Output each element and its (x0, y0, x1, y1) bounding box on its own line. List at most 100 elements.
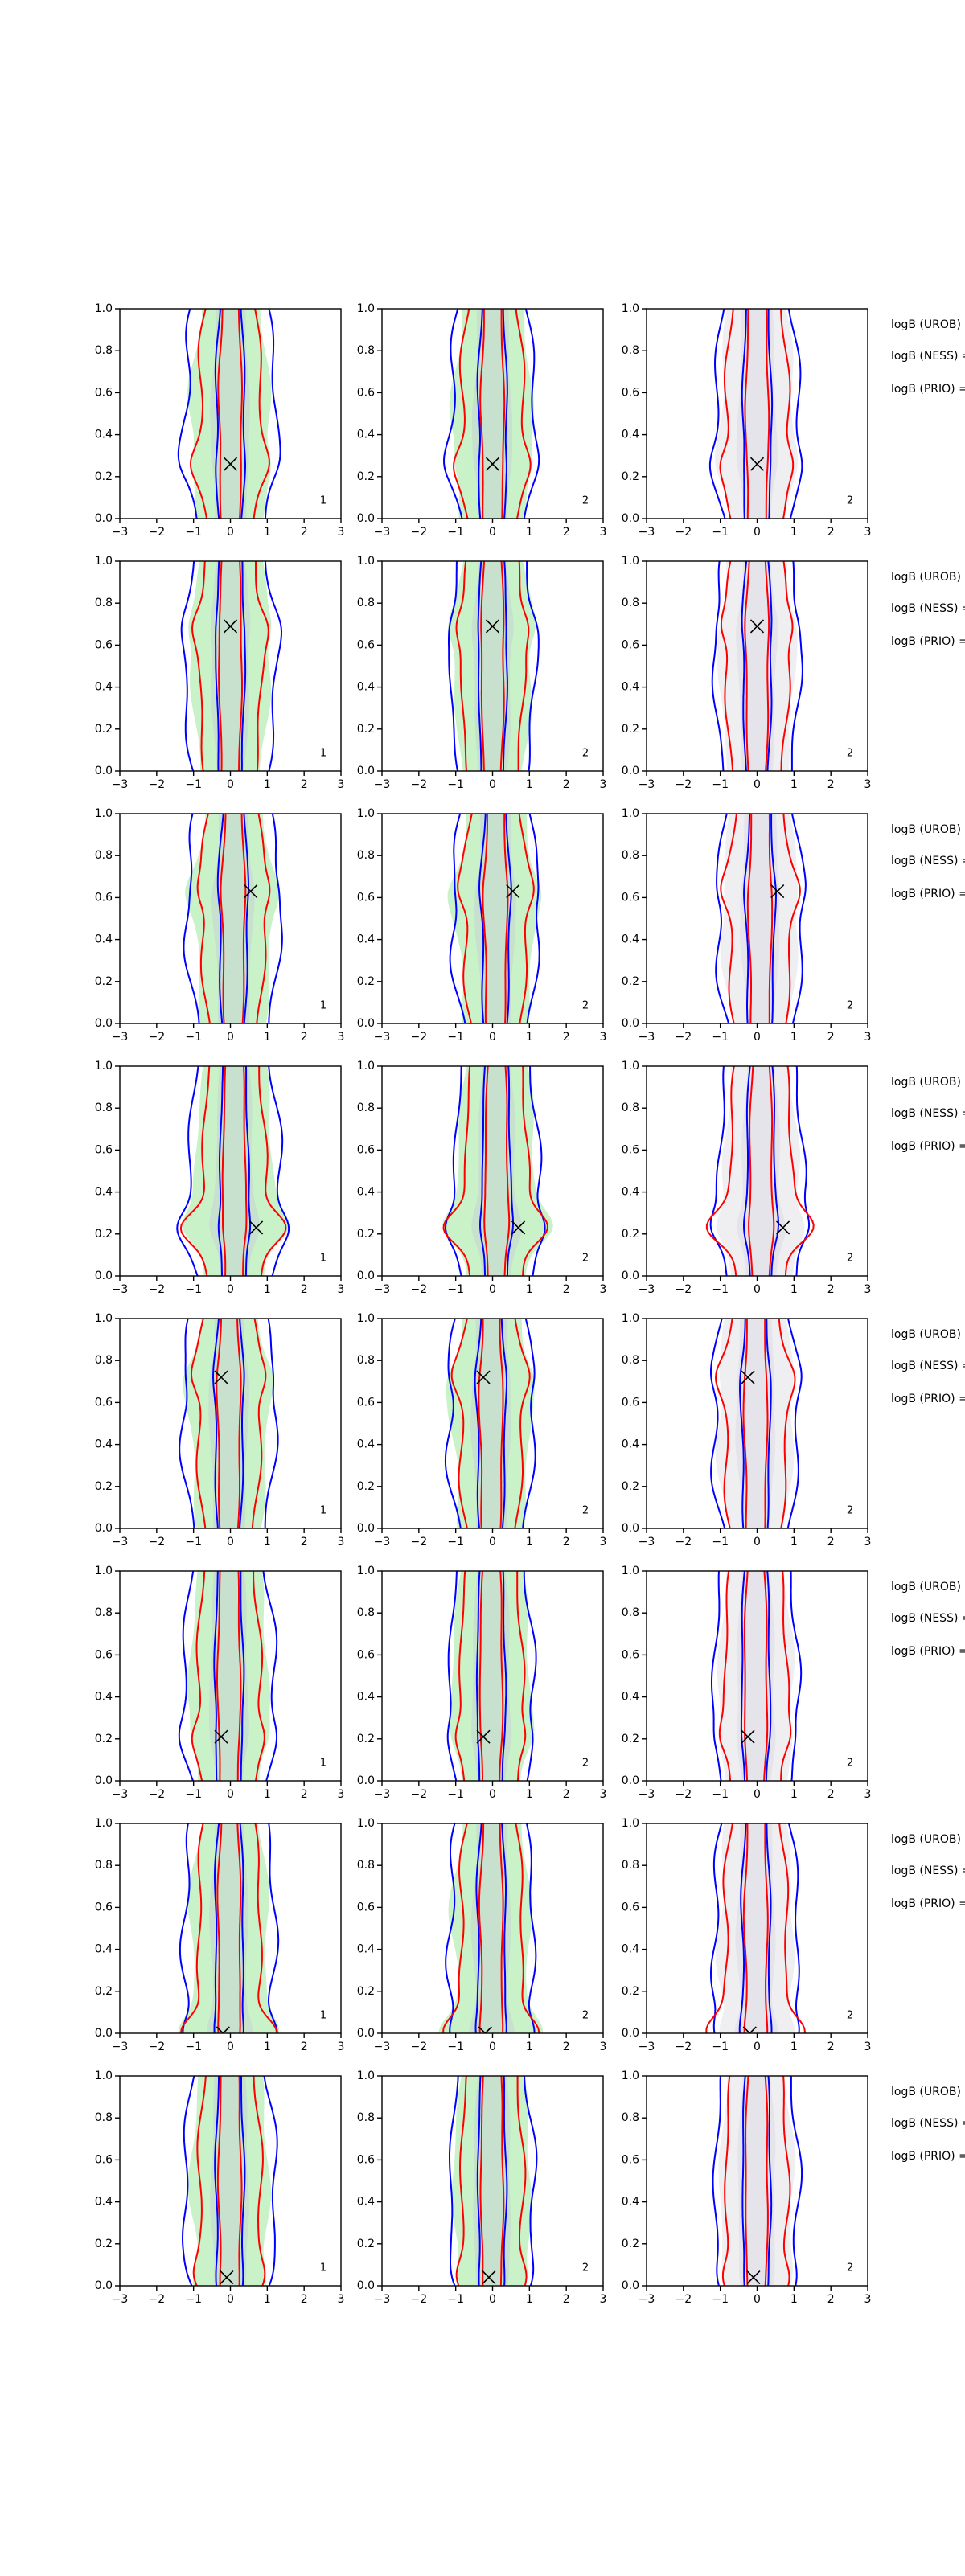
plot-area (442, 309, 540, 519)
y-tick-label: 0.6 (95, 1143, 113, 1156)
x-tick-label: 1 (526, 526, 533, 539)
side-label: logB (PRIO) = (891, 635, 965, 648)
x-tick-label: −2 (676, 1788, 692, 1801)
y-tick-label: 0.6 (622, 891, 639, 904)
y-tick-label: 0.8 (95, 1859, 113, 1872)
contour-red-inner (216, 1823, 242, 2033)
contour-blue-outer (449, 2076, 538, 2286)
x-tick-label: −3 (374, 1788, 391, 1801)
y-tick-label: 0.6 (357, 1396, 375, 1409)
marker (220, 2270, 234, 2285)
x-tick-label: 1 (790, 526, 798, 539)
side-label: logB (NESS) = (891, 1360, 965, 1372)
x-tick-label: −1 (447, 1536, 464, 1548)
side-label: logB (PRIO) = (891, 1393, 965, 1405)
x-tick-label: 0 (754, 1283, 761, 1296)
plot-area (183, 814, 283, 1023)
y-tick-label: 0.0 (357, 2027, 375, 2040)
y-tick-label: 0.4 (357, 1691, 375, 1704)
y-tick-label: 0.2 (357, 1480, 375, 1493)
marker (249, 1220, 264, 1235)
x-tick-label: 0 (227, 778, 234, 791)
panel-annotation: 2 (582, 2262, 589, 2275)
marker (749, 619, 765, 634)
y-tick-label: 0.4 (95, 429, 113, 441)
contour-blue-outer (183, 814, 283, 1023)
side-label: logB (NESS) = (891, 1107, 965, 1120)
panel-annotation: 2 (582, 1505, 589, 1517)
y-tick-label: 0.8 (357, 344, 375, 357)
y-tick-label: 0.8 (622, 1101, 639, 1114)
y-tick-label: 0.2 (622, 2238, 639, 2250)
plot-area (177, 309, 281, 519)
y-tick-label: 0.8 (622, 597, 639, 609)
panel: −3 −2 −1 0 1 2 3 0.0 0.2 0.4 0.6 0.8 1.0 1 (95, 1060, 345, 1296)
y-tick-label: 1.0 (622, 1817, 639, 1830)
x-tick-label: −3 (112, 1536, 129, 1548)
y-tick-label: 0.2 (95, 2238, 113, 2250)
x-tick-label: 3 (338, 526, 345, 539)
plot-area (712, 2076, 803, 2286)
panel-annotation: 2 (582, 495, 589, 507)
panel: −3 −2 −1 0 1 2 3 0.0 0.2 0.4 0.6 0.8 1.0 1 (95, 302, 345, 539)
x-tick-label: −3 (639, 2293, 655, 2306)
marker (749, 457, 765, 471)
y-tick-label: 0.6 (622, 1648, 639, 1661)
x-tick-label: −2 (676, 1283, 692, 1296)
contour-red-inner (216, 1319, 242, 1528)
side-label: logB (PRIO) = (891, 1897, 965, 1910)
plot-area (442, 1066, 553, 1276)
contour-blue-outer (177, 309, 281, 519)
y-tick-label: 0.8 (95, 344, 113, 357)
y-tick-label: 0.6 (357, 891, 375, 904)
y-tick-label: 1.0 (622, 807, 639, 820)
y-tick-label: 0.6 (357, 1901, 375, 1914)
x-tick-label: 2 (563, 1283, 570, 1296)
plot-area (438, 1823, 544, 2033)
x-tick-label: 2 (827, 1031, 835, 1044)
contour-blue-outer (448, 561, 540, 771)
panel: −3 −2 −1 0 1 2 3 0.0 0.2 0.4 0.6 0.8 1.0 2 (622, 1312, 872, 1548)
x-tick-label: 0 (227, 1536, 234, 1548)
x-tick-label: 0 (489, 1536, 496, 1548)
contour-blue-inner (738, 1319, 772, 1528)
y-tick-label: 0.4 (95, 1186, 113, 1199)
panel-annotation: 2 (847, 748, 853, 760)
x-tick-label: 2 (301, 526, 308, 539)
marker (214, 1729, 228, 1744)
x-tick-label: 0 (489, 1283, 496, 1296)
y-tick-label: 0.0 (622, 1270, 639, 1282)
contour-red-outer (714, 1319, 796, 1528)
y-tick-label: 1.0 (357, 807, 375, 820)
y-tick-label: 0.8 (95, 2111, 113, 2124)
panel-annotation: 1 (320, 495, 326, 507)
contour-blue-inner (741, 2076, 773, 2286)
x-tick-label: 2 (301, 2293, 308, 2306)
y-tick-label: 1.0 (95, 1817, 113, 1830)
x-tick-label: −3 (112, 1283, 129, 1296)
side-label: logB (UROB) = (891, 1328, 965, 1341)
x-tick-label: −1 (447, 1031, 464, 1044)
y-tick-label: 0.2 (95, 1985, 113, 1998)
contour-blue-outer (179, 1823, 280, 2033)
contour-blue-outer (711, 1571, 803, 1781)
y-tick-label: 1.0 (622, 302, 639, 315)
contour-red-outer (720, 561, 794, 771)
x-tick-label: −1 (712, 1283, 729, 1296)
contour-blue-inner (474, 1319, 507, 1528)
x-tick-label: −2 (411, 1283, 428, 1296)
y-tick-label: 1.0 (357, 1312, 375, 1325)
panel: −3 −2 −1 0 1 2 3 0.0 0.2 0.4 0.6 0.8 1.0 1 (95, 807, 345, 1044)
contour-blue-outer (181, 2076, 278, 2286)
plot-area (179, 1319, 279, 1528)
y-tick-label: 0.0 (622, 765, 639, 777)
y-tick-label: 0.4 (95, 933, 113, 946)
y-tick-label: 0.2 (95, 723, 113, 736)
x-tick-label: −1 (185, 526, 202, 539)
contour-red-outer (455, 2076, 528, 2286)
plot-area (446, 1571, 537, 1781)
x-tick-label: 3 (338, 2041, 345, 2053)
x-tick-label: −3 (112, 526, 129, 539)
contour-red-outer (191, 561, 269, 771)
y-tick-label: 0.8 (622, 1606, 639, 1619)
